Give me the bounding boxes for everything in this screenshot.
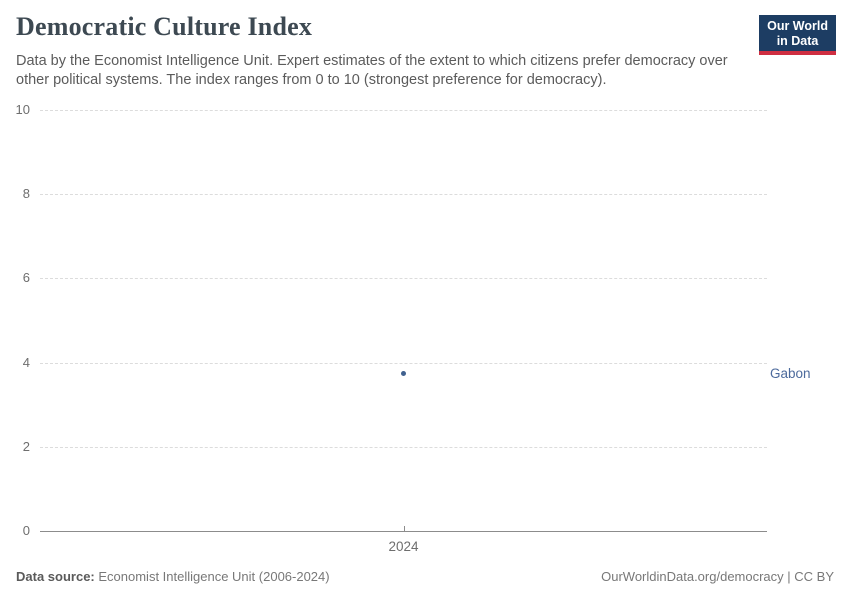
gridline-10 <box>40 110 767 111</box>
gridline-4 <box>40 362 767 364</box>
entity-label-gabon[interactable]: Gabon <box>770 366 811 382</box>
owid-logo[interactable]: Our World in Data <box>759 15 836 55</box>
y-tick-label-4: 4 <box>22 354 30 370</box>
y-tick-label-2: 2 <box>22 438 30 454</box>
data-source-label: Data source: <box>16 569 95 584</box>
y-tick-label-10: 10 <box>15 102 30 117</box>
x-axis-line <box>40 531 767 532</box>
gridline-6 <box>40 278 767 280</box>
data-point-gabon[interactable] <box>401 370 406 376</box>
owid-logo-line1: Our World <box>767 19 828 33</box>
owid-logo-line2: in Data <box>776 33 819 48</box>
credit-link[interactable]: OurWorldinData.org/democracy | CC BY <box>601 569 834 584</box>
page-title: Democratic Culture Index <box>16 12 313 41</box>
data-source: Data source: Economist Intelligence Unit… <box>16 569 330 584</box>
y-tick-label-6: 6 <box>22 270 30 286</box>
y-tick-label-8: 8 <box>22 186 30 202</box>
gridline-2 <box>40 446 767 448</box>
y-tick-label-0: 0 <box>22 523 30 538</box>
chart-subtitle: Data by the Economist Intelligence Unit.… <box>16 53 728 88</box>
x-tick-label: 2024 <box>388 539 419 554</box>
gridline-8 <box>40 194 767 196</box>
data-source-value: Economist Intelligence Unit (2006-2024) <box>94 569 330 584</box>
x-axis-tick <box>403 526 405 531</box>
